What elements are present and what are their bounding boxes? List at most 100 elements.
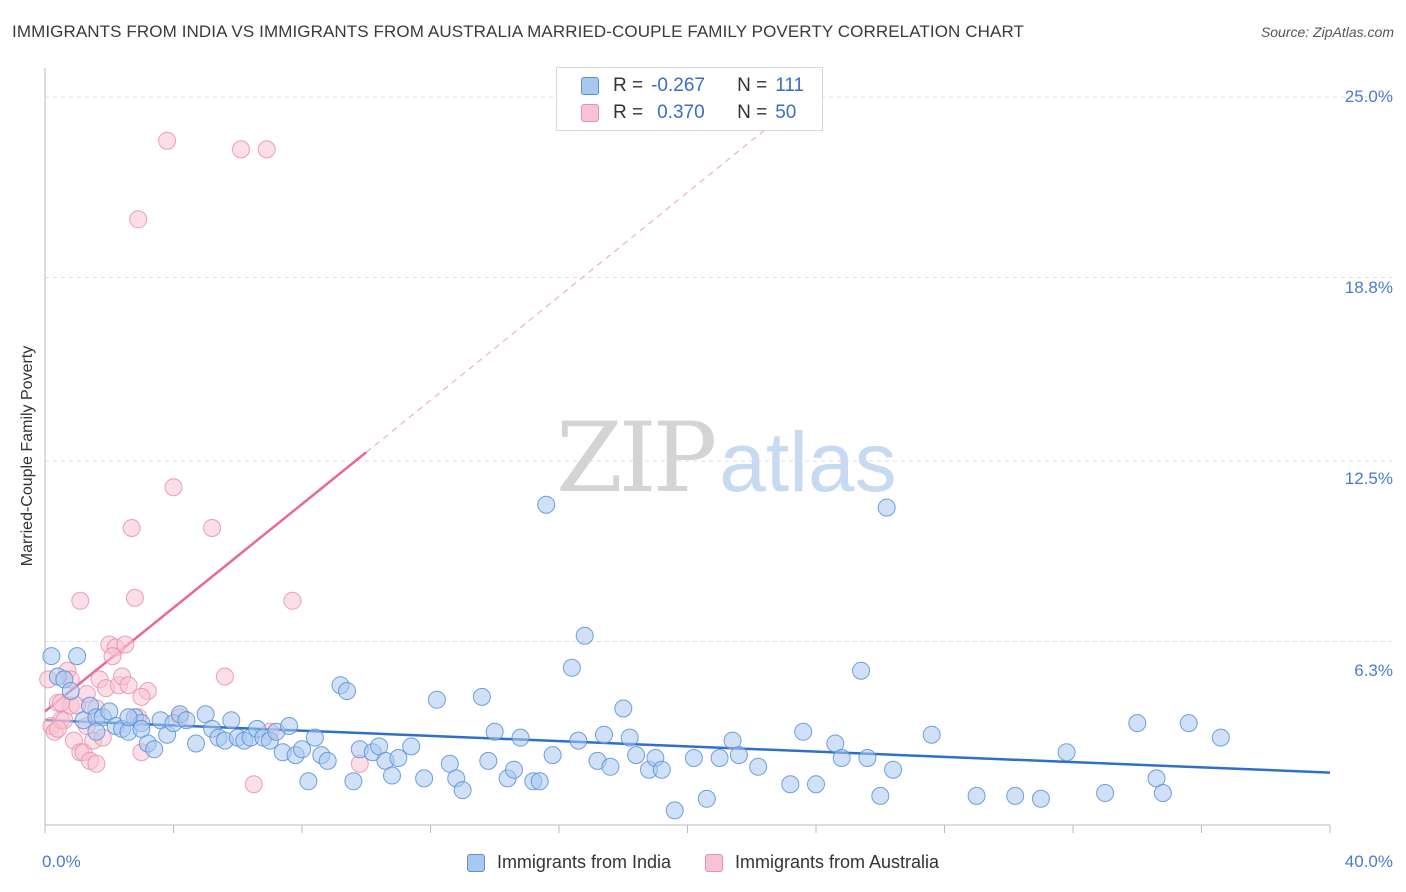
india-point <box>280 717 299 735</box>
india-point <box>344 772 363 791</box>
india-point <box>710 749 729 767</box>
india-point <box>781 775 800 794</box>
india-point <box>1153 784 1172 802</box>
australia-point <box>158 131 177 150</box>
australia-point <box>119 676 138 695</box>
legend-n-value: 50 <box>775 102 797 123</box>
india-point <box>601 757 620 776</box>
australia-point <box>125 588 144 607</box>
india-point <box>402 737 421 756</box>
australia-point <box>52 693 71 712</box>
india-point <box>967 786 986 805</box>
australia-point <box>283 591 302 610</box>
india-point <box>595 725 613 744</box>
australia-point <box>48 719 67 738</box>
india-point <box>415 769 434 788</box>
y-tick-label: 18.8% <box>1344 278 1393 297</box>
india-point <box>187 734 205 753</box>
source-label: Source: ZipAtlas.com <box>1260 24 1394 40</box>
india-point <box>562 658 581 677</box>
india-point <box>68 647 87 666</box>
india-point <box>537 495 556 514</box>
australia-point <box>232 140 250 159</box>
australia-point <box>116 635 135 654</box>
india-point <box>472 687 491 706</box>
india-point <box>832 749 851 767</box>
india-point <box>338 682 356 700</box>
india-point <box>305 728 324 747</box>
australia-point <box>257 140 276 159</box>
india-point <box>1096 784 1115 802</box>
india-points <box>42 495 1230 820</box>
australia-swatch <box>581 104 599 122</box>
legend-r-value: -0.267 <box>651 75 705 96</box>
legend-item-australia[interactable]: Immigrants from Australia <box>705 852 939 873</box>
australia-point <box>244 775 263 794</box>
india-point <box>222 711 241 730</box>
trend-lines <box>44 114 1331 774</box>
legend-row-australia: R = 0.370 N = 50 <box>581 100 796 126</box>
india-point <box>697 789 716 808</box>
australia-point <box>164 478 183 497</box>
india-point <box>383 766 401 785</box>
india-point <box>575 626 594 645</box>
india-point <box>858 749 877 767</box>
india-point <box>1031 789 1050 808</box>
india-point <box>1211 728 1230 747</box>
australia-point <box>103 647 122 666</box>
india-point <box>652 760 671 779</box>
india-point <box>485 722 504 741</box>
india-point <box>614 699 633 718</box>
india-point <box>871 786 890 805</box>
india-swatch <box>466 853 485 872</box>
india-point <box>749 757 768 776</box>
india-point <box>42 647 61 666</box>
india-point <box>684 749 703 767</box>
india-point <box>61 682 80 700</box>
correlation-legend: R = -0.267 N = 111 R = 0.370 N = 50 <box>556 67 823 131</box>
legend-item-india[interactable]: Immigrants from India <box>466 852 671 873</box>
x-tick-label-max: 40.0% <box>1344 852 1393 871</box>
x-tick-label-min: 0.0% <box>42 852 81 871</box>
australia-trend-extension <box>365 114 785 453</box>
australia-trend-line <box>44 451 368 713</box>
india-point <box>620 728 639 747</box>
legend-row-india: R = -0.267 N = 111 <box>581 73 804 99</box>
australia-points <box>39 131 369 794</box>
india-point <box>299 772 318 791</box>
legend-r-value: 0.370 <box>657 102 705 123</box>
india-point <box>877 498 896 517</box>
india-point <box>884 760 903 779</box>
chart-title: IMMIGRANTS FROM INDIA VS IMMIGRANTS FROM… <box>12 22 1024 41</box>
australia-point <box>129 210 148 229</box>
y-tick-label: 25.0% <box>1344 87 1393 106</box>
india-point <box>505 760 523 779</box>
australia-point <box>71 591 90 610</box>
legend-label-australia: Immigrants from Australia <box>735 852 940 872</box>
india-point <box>453 781 472 800</box>
india-point <box>1179 714 1198 733</box>
australia-point <box>122 519 141 537</box>
australia-point <box>215 667 234 686</box>
india-point <box>511 728 530 747</box>
legend-label-india: Immigrants from India <box>496 852 671 872</box>
india-swatch <box>581 77 599 95</box>
india-point <box>922 725 941 744</box>
legend-n-value: 111 <box>775 75 805 96</box>
gridlines <box>45 96 1392 643</box>
india-point <box>87 722 106 741</box>
india-point <box>543 746 562 765</box>
india-point <box>1057 743 1076 762</box>
india-point <box>530 772 549 791</box>
india-point <box>794 722 813 741</box>
india-point <box>665 801 684 820</box>
legend-n-label: N = <box>737 75 768 96</box>
india-point <box>132 719 151 738</box>
series-legend: Immigrants from India Immigrants from Au… <box>0 852 1406 873</box>
legend-r-label: R = <box>613 75 644 96</box>
india-point <box>479 751 498 770</box>
india-point <box>389 749 408 767</box>
axes <box>44 68 1331 833</box>
australia-swatch <box>705 853 723 872</box>
